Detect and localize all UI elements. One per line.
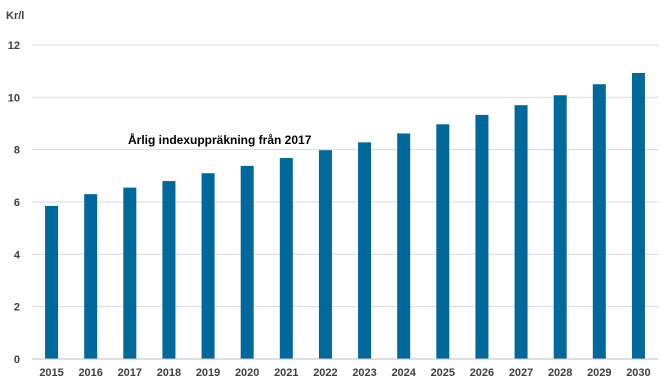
bar-2015: [45, 205, 59, 359]
y-tick-label: 2: [14, 302, 20, 314]
x-tick-label: 2015: [39, 367, 63, 379]
bar-2020: [240, 165, 254, 359]
y-tick-label: 10: [8, 92, 20, 104]
y-tick-label: 8: [14, 145, 20, 157]
bar-2019: [201, 173, 215, 359]
x-tick-label: 2029: [587, 367, 611, 379]
bar-2017: [123, 187, 137, 359]
bar-2025: [436, 124, 450, 359]
x-tick-label: 2024: [391, 367, 416, 379]
x-tick-label: 2025: [431, 367, 455, 379]
bar-2021: [279, 158, 293, 359]
bar-2018: [162, 181, 176, 359]
bar-2023: [358, 142, 372, 359]
x-tick-label: 2019: [196, 367, 220, 379]
y-tick-label: 4: [14, 249, 21, 261]
x-tick-label: 2023: [352, 367, 376, 379]
y-axis-label: Kr/l: [6, 10, 24, 22]
y-tick-label: 0: [14, 354, 20, 366]
x-tick-label: 2027: [509, 367, 533, 379]
bar-2026: [475, 114, 489, 360]
x-tick-label: 2020: [235, 367, 259, 379]
chart-annotation: Årlig indexuppräkning från 2017: [128, 132, 312, 147]
y-tick-labels: 0 2 4 6 8 10 12: [8, 40, 21, 366]
x-tick-label: 2016: [78, 367, 102, 379]
bars: [45, 72, 645, 360]
y-tick-label: 6: [14, 197, 20, 209]
bar-2029: [592, 84, 606, 359]
x-tick-label: 2021: [274, 367, 298, 379]
bar-2022: [318, 150, 332, 359]
gridlines: [32, 44, 658, 308]
bar-2030: [631, 72, 645, 359]
bar-2028: [553, 95, 567, 360]
x-tick-labels: 2015 2016 2017 2018 2019 2020 2021 2022 2023 2024…: [39, 367, 650, 379]
x-tick-label: 2030: [626, 367, 650, 379]
x-tick-label: 2026: [470, 367, 494, 379]
x-tick-label: 2018: [157, 367, 181, 379]
y-tick-label: 12: [8, 40, 20, 52]
bar-2024: [397, 133, 411, 359]
bar-2027: [514, 105, 528, 359]
x-tick-label: 2022: [313, 367, 337, 379]
x-tick-label: 2017: [118, 367, 142, 379]
x-tick-label: 2028: [548, 367, 572, 379]
bar-2016: [84, 194, 98, 359]
